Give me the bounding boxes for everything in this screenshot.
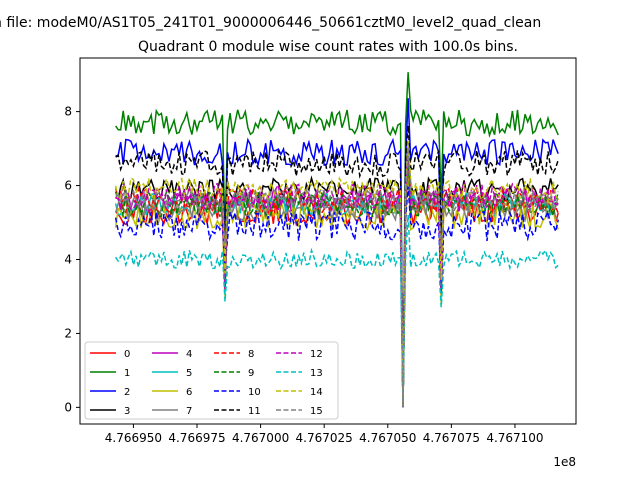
series-layer	[114, 72, 559, 408]
y-axis: 0 2 4 6 8	[64, 105, 80, 414]
plot-frame	[79, 57, 577, 425]
legend-label-11: 11	[248, 406, 261, 417]
legend-label-6: 6	[186, 387, 192, 398]
chart-title: Quadrant 0 module wise count rates with …	[138, 39, 518, 55]
y-tick-label: 4	[64, 252, 72, 266]
series-line-0	[115, 170, 559, 407]
series-line-14	[114, 140, 559, 407]
y-tick-label: 0	[64, 400, 72, 414]
y-tick-label: 8	[64, 105, 72, 119]
legend-label-9: 9	[248, 368, 254, 379]
legend-label-3: 3	[124, 406, 130, 417]
legend-label-5: 5	[186, 368, 192, 379]
legend-label-15: 15	[310, 406, 323, 417]
legend-label-0: 0	[124, 349, 130, 360]
legend-box	[84, 341, 339, 420]
series-line-2	[115, 98, 559, 408]
legend-label-14: 14	[310, 387, 323, 398]
series-line-13	[114, 214, 559, 408]
x-tick-label: 4.766950	[105, 431, 162, 445]
legend-label-7: 7	[186, 406, 192, 417]
y-tick-label: 2	[64, 326, 72, 340]
x-axis: 4.766950 4.766975 4.767000 4.767025 4.767050…	[105, 424, 544, 445]
series-line-11	[115, 125, 559, 408]
legend-label-12: 12	[310, 349, 323, 360]
figure-suptitle: n file: modeM0/AS1T05_241T01_9000006446_…	[0, 15, 541, 31]
x-tick-label: 4.767025	[296, 431, 353, 445]
x-tick-label: 4.767050	[359, 431, 416, 445]
legend-label-2: 2	[124, 387, 130, 398]
series-line-10	[114, 186, 559, 408]
legend-label-1: 1	[124, 368, 130, 379]
x-offset-label: 1e8	[553, 455, 576, 469]
series-line-9	[114, 155, 559, 408]
y-tick-label: 6	[64, 179, 72, 193]
x-tick-label: 4.767075	[423, 431, 480, 445]
legend-label-4: 4	[186, 349, 192, 360]
x-tick-label: 4.766975	[168, 431, 225, 445]
x-tick-label: 4.767100	[486, 431, 543, 445]
series-line-1	[114, 72, 559, 407]
legend-label-8: 8	[248, 349, 254, 360]
x-tick-label: 4.767000	[232, 431, 289, 445]
legend-label-10: 10	[248, 387, 261, 398]
legend-label-13: 13	[310, 368, 323, 379]
